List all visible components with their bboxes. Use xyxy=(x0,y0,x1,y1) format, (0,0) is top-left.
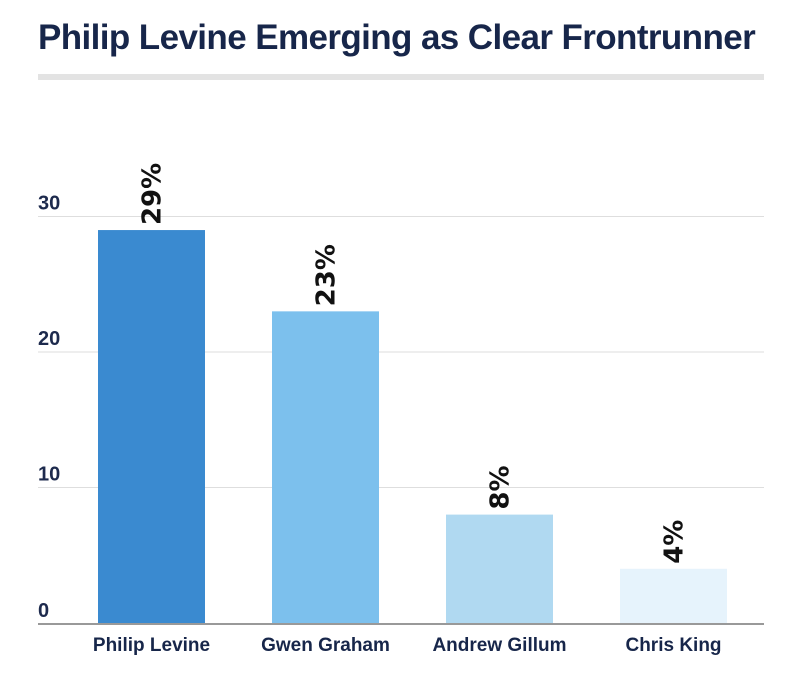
data-label-0: 29% xyxy=(138,163,168,225)
data-label-3: 4% xyxy=(660,520,690,564)
chart-title: Philip Levine Emerging as Clear Frontrun… xyxy=(38,18,756,57)
data-label-1: 23% xyxy=(312,244,342,306)
x-tick-label-2: Andrew Gillum xyxy=(432,635,566,656)
bar-3 xyxy=(620,568,727,623)
data-label-2: 8% xyxy=(486,465,516,509)
x-tick-label-3: Chris King xyxy=(625,635,721,656)
bar-1 xyxy=(272,311,379,623)
y-tick-label-20: 20 xyxy=(38,328,60,350)
title-divider xyxy=(38,74,764,80)
bar-2 xyxy=(446,514,553,623)
bar-0 xyxy=(98,230,205,624)
y-tick-label-0: 0 xyxy=(38,600,49,622)
x-tick-label-1: Gwen Graham xyxy=(261,635,390,656)
x-tick-label-0: Philip Levine xyxy=(93,635,210,656)
y-tick-label-10: 10 xyxy=(38,464,60,486)
y-tick-label-30: 30 xyxy=(38,193,60,215)
